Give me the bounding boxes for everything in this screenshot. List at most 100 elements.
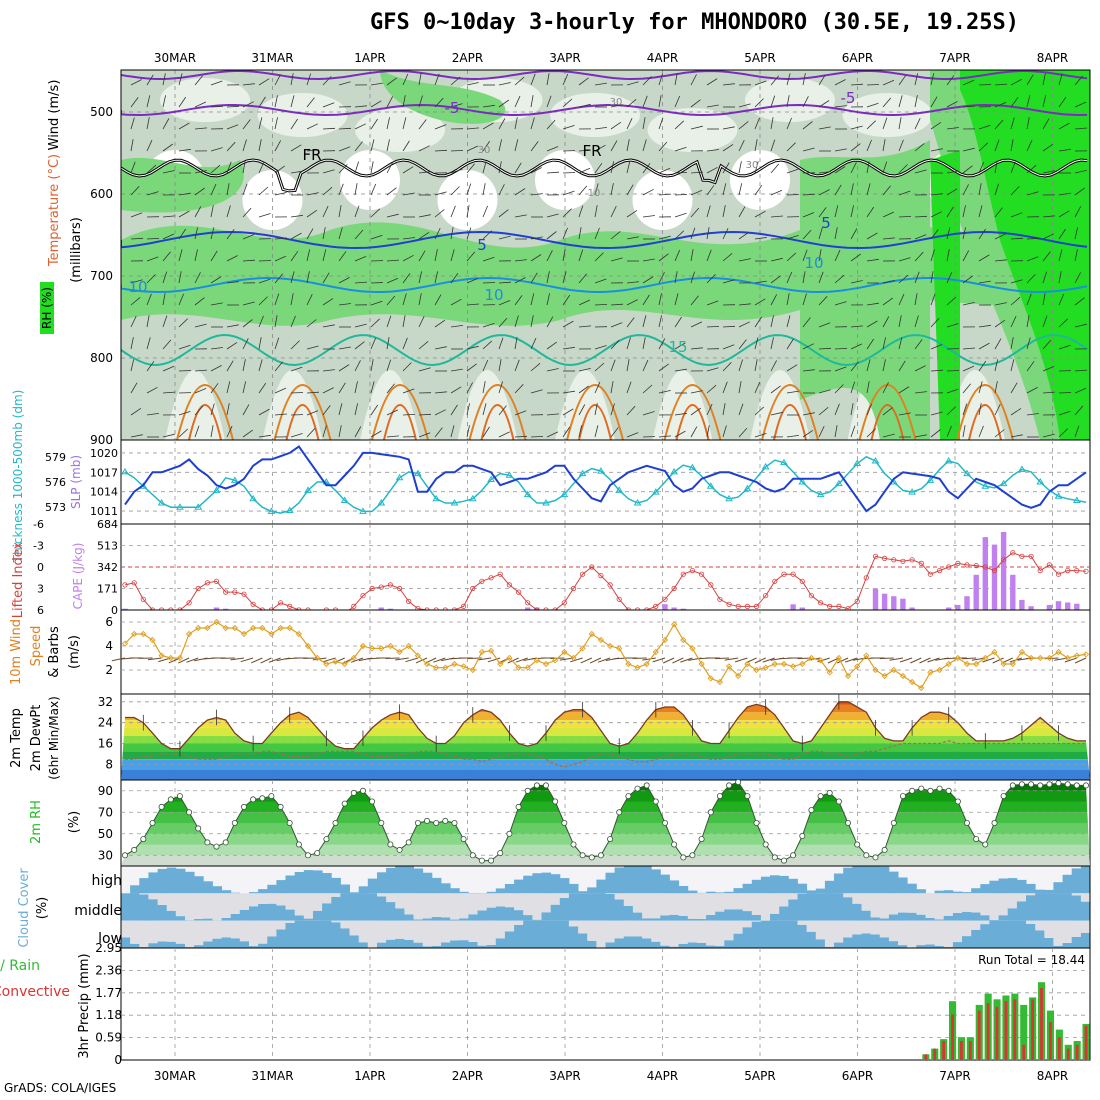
cloud-bar	[303, 918, 314, 921]
wind-barb	[834, 249, 841, 262]
cloud-gap	[623, 920, 634, 937]
wind-barb	[930, 229, 939, 240]
wind-barb	[258, 213, 271, 218]
wind-barb	[994, 161, 998, 174]
wind-barb	[626, 118, 633, 130]
rh-band-light	[745, 78, 835, 122]
wind-barb	[306, 410, 319, 416]
rh-point	[1055, 780, 1062, 787]
cloud-gap	[1080, 920, 1091, 933]
wind-barb	[658, 272, 665, 284]
lifted-point	[955, 560, 961, 567]
wind-barb	[866, 320, 878, 328]
wind-barb	[850, 425, 856, 438]
wind-barb	[1010, 117, 1015, 130]
cloud-bar	[724, 891, 734, 894]
cloud-bar	[980, 924, 990, 948]
wind-barb	[242, 234, 255, 240]
wind-barb	[802, 121, 813, 130]
rh-point	[881, 846, 888, 853]
wind-barb	[1074, 297, 1085, 306]
cloud-bar	[815, 893, 826, 921]
wind-barb	[594, 144, 606, 152]
thickness-point	[761, 462, 770, 470]
wind-speed-point	[762, 664, 769, 671]
wind-barb	[738, 161, 742, 174]
lifted-point	[277, 600, 284, 606]
wind-barb	[466, 163, 475, 174]
wind-barb	[306, 427, 316, 438]
cloud-bar	[806, 931, 817, 948]
cloud-bar	[715, 911, 725, 921]
wind-barb	[879, 657, 894, 660]
wind-barb	[930, 317, 940, 328]
convective-bar	[1040, 987, 1043, 1060]
cloud-bar	[258, 943, 268, 948]
contour-20	[956, 384, 1014, 440]
wind-barb	[962, 205, 966, 218]
contour-25	[675, 404, 710, 440]
cloud-gap	[212, 920, 222, 939]
rh-axis-label: 2m RH	[29, 800, 44, 844]
wind-barb	[306, 73, 311, 86]
wind-barb	[818, 126, 831, 130]
wind-barb	[994, 102, 1007, 108]
cloud-gap	[441, 920, 451, 943]
wind-barb	[194, 323, 207, 328]
cloud-bar	[669, 880, 680, 894]
temp-band	[121, 769, 1090, 780]
wind-barb	[786, 435, 799, 438]
wind-barb	[898, 164, 908, 174]
wind-barb	[722, 362, 732, 372]
lifted-point	[689, 567, 696, 574]
wind-barb	[226, 141, 236, 152]
wind-barb	[1074, 369, 1088, 372]
wind-barb	[834, 274, 845, 284]
cloud-gap	[696, 893, 707, 919]
wind-speed-point	[826, 669, 833, 676]
cloud-bar	[276, 929, 286, 948]
wind-speed-point	[314, 654, 321, 662]
wind-barb	[1042, 315, 1048, 328]
rh-point	[405, 839, 412, 846]
wind-barb	[290, 214, 303, 218]
wind-barb	[674, 412, 687, 416]
x-tick-label-bottom: 6APR	[842, 1069, 873, 1083]
cloud-bar	[578, 893, 588, 921]
cloud-bar	[294, 872, 305, 894]
wind-barb	[724, 657, 739, 661]
wind-barb	[242, 301, 255, 306]
wind-barb	[722, 83, 735, 86]
cloud-level-label: low	[98, 931, 122, 947]
wind-barb	[1058, 73, 1063, 86]
wind-speed-line	[124, 621, 1087, 689]
cloud-gap	[879, 920, 890, 938]
wind-barb	[674, 368, 687, 372]
wind-barb	[658, 253, 669, 262]
cloud-bar	[1016, 879, 1027, 894]
wind-barb	[546, 431, 559, 438]
cloud-bar	[715, 946, 725, 948]
wind-barb	[162, 365, 175, 372]
cloud-bar	[824, 893, 835, 921]
wind-barb	[450, 168, 463, 174]
upper-y-tick-label: 800	[90, 351, 113, 365]
cloud-bar	[651, 869, 661, 894]
wind-barb	[834, 301, 847, 306]
lifted-point	[250, 601, 256, 607]
wind-barb	[194, 127, 208, 130]
cloud-gap	[632, 920, 643, 937]
contour-label: 30	[610, 97, 623, 108]
wind-speed-point	[423, 660, 431, 668]
wind-barb	[450, 205, 456, 218]
wind-barb	[1010, 79, 1022, 86]
wind-barb	[530, 337, 537, 350]
wind-barb	[898, 360, 906, 372]
precip-axis-units: 3hr Precip (mm)	[77, 953, 92, 1058]
wind-barb	[834, 366, 847, 372]
wind-barb	[514, 214, 527, 218]
wind-barb	[338, 277, 350, 284]
wind-barb	[626, 161, 631, 174]
wind-barb	[786, 338, 794, 350]
rh-point	[533, 782, 540, 789]
